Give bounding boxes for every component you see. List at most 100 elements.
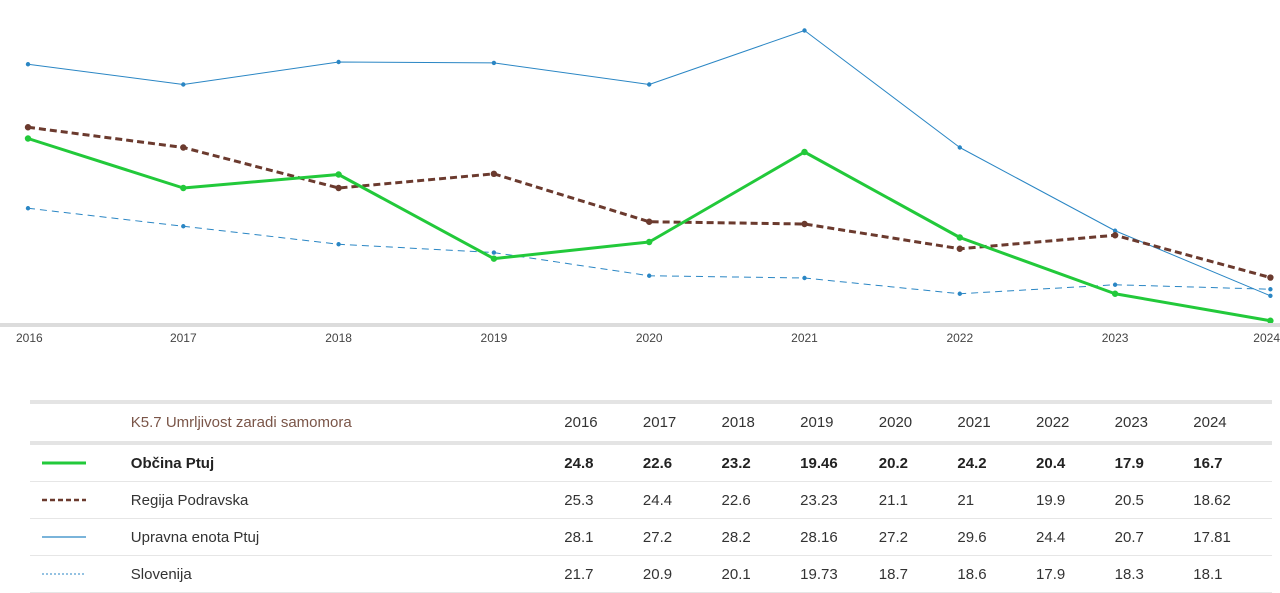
year-header: 2022 bbox=[1036, 414, 1070, 431]
row-value: 27.2 bbox=[878, 528, 908, 546]
data-point-upravna-enota-ptuj[interactable] bbox=[1112, 228, 1118, 233]
data-point-slovenija[interactable] bbox=[1112, 282, 1118, 287]
series-line-upravna-enota-ptuj bbox=[27, 30, 1271, 297]
x-tick-label: 2024 bbox=[1253, 331, 1280, 345]
data-point-upravna-enota-ptuj[interactable] bbox=[647, 82, 652, 87]
data-point-ob-ina-ptuj[interactable] bbox=[180, 184, 187, 192]
row-value: 27.2 bbox=[642, 528, 673, 546]
row-value: 20.2 bbox=[878, 454, 908, 472]
data-point-regija-podravska[interactable] bbox=[956, 245, 963, 252]
data-point-slovenija[interactable] bbox=[181, 224, 186, 229]
row-value: 20.7 bbox=[1114, 528, 1144, 546]
row-value: 21.7 bbox=[564, 565, 594, 583]
data-point-ob-ina-ptuj[interactable] bbox=[801, 148, 808, 156]
series-line-regija-podravska bbox=[27, 125, 1271, 279]
data-point-ob-ina-ptuj[interactable] bbox=[1111, 290, 1119, 297]
data-point-upravna-enota-ptuj[interactable] bbox=[957, 145, 962, 150]
data-point-upravna-enota-ptuj[interactable] bbox=[25, 62, 31, 67]
row-value: 18.3 bbox=[1114, 565, 1144, 583]
data-point-slovenija[interactable] bbox=[25, 206, 31, 211]
x-tick-label: 2023 bbox=[1102, 331, 1129, 345]
row-name: Slovenija bbox=[130, 565, 192, 583]
row-value: 20.1 bbox=[721, 565, 751, 583]
row-value: 23.2 bbox=[721, 454, 751, 472]
data-table: K5.7 Umrljivost zaradi samomora 2016 201… bbox=[30, 400, 1272, 593]
legend-line-sample bbox=[30, 556, 131, 593]
table-row-obcina-ptuj[interactable]: Občina Ptuj 24.8 22.6 23.2 19.46 20.2 24… bbox=[30, 443, 1272, 482]
row-value: 18.6 bbox=[957, 565, 987, 583]
data-point-regija-podravska[interactable] bbox=[24, 124, 32, 131]
data-point-ob-ina-ptuj[interactable] bbox=[1267, 317, 1274, 324]
row-value: 17.9 bbox=[1036, 565, 1066, 583]
data-point-slovenija[interactable] bbox=[802, 275, 807, 281]
data-point-regija-podravska[interactable] bbox=[335, 184, 342, 192]
data-point-upravna-enota-ptuj[interactable] bbox=[802, 28, 807, 33]
data-point-ob-ina-ptuj[interactable] bbox=[24, 135, 32, 142]
data-point-ob-ina-ptuj[interactable] bbox=[490, 255, 498, 262]
row-value: 18.62 bbox=[1193, 491, 1231, 509]
data-point-regija-podravska[interactable] bbox=[801, 220, 808, 228]
row-value: 29.6 bbox=[957, 528, 987, 546]
data-point-regija-podravska[interactable] bbox=[180, 144, 187, 151]
row-value: 21 bbox=[957, 491, 975, 509]
row-value: 24.4 bbox=[1036, 528, 1066, 546]
row-value: 18.7 bbox=[878, 565, 908, 583]
x-tick-label: 2019 bbox=[481, 331, 508, 345]
line-chart: 2016 2017 2018 2019 2020 2021 2022 2023 2024 bbox=[0, 28, 1280, 345]
x-tick-label: 2021 bbox=[791, 331, 818, 345]
row-value: 19.46 bbox=[800, 454, 838, 472]
data-point-upravna-enota-ptuj[interactable] bbox=[336, 59, 341, 65]
data-point-upravna-enota-ptuj[interactable] bbox=[1268, 293, 1273, 298]
row-value: 28.16 bbox=[800, 528, 838, 546]
header-spacer bbox=[30, 402, 131, 443]
data-point-ob-ina-ptuj[interactable] bbox=[646, 238, 653, 246]
data-point-slovenija[interactable] bbox=[491, 250, 497, 255]
row-value: 22.6 bbox=[721, 491, 751, 509]
data-point-ob-ina-ptuj[interactable] bbox=[956, 234, 963, 241]
table-row-upravna-enota-ptuj[interactable]: Upravna enota Ptuj 28.1 27.2 28.2 28.16 … bbox=[30, 519, 1272, 556]
row-name: Regija Podravska bbox=[130, 491, 249, 509]
row-value: 25.3 bbox=[564, 491, 594, 509]
row-value: 19.73 bbox=[800, 565, 838, 583]
data-point-regija-podravska[interactable] bbox=[490, 170, 498, 178]
data-point-ob-ina-ptuj[interactable] bbox=[335, 171, 342, 178]
x-tick-label: 2017 bbox=[170, 331, 197, 345]
year-header: 2023 bbox=[1114, 414, 1149, 431]
row-value: 17.81 bbox=[1193, 528, 1231, 546]
row-name: Upravna enota Ptuj bbox=[130, 528, 260, 546]
row-value: 20.5 bbox=[1114, 491, 1144, 509]
data-point-slovenija[interactable] bbox=[1268, 287, 1273, 292]
data-point-slovenija[interactable] bbox=[647, 273, 652, 278]
table-row-slovenija[interactable]: Slovenija 21.7 20.9 20.1 19.73 18.7 18.6… bbox=[30, 556, 1272, 593]
data-point-slovenija[interactable] bbox=[336, 242, 341, 247]
data-point-regija-podravska[interactable] bbox=[1111, 232, 1119, 239]
data-point-slovenija[interactable] bbox=[957, 291, 962, 296]
series-line-ob-ina-ptuj bbox=[27, 137, 1271, 323]
table-row-regija-podravska[interactable]: Regija Podravska 25.3 24.4 22.6 23.23 21… bbox=[30, 482, 1272, 519]
legend-line-sample bbox=[30, 519, 131, 556]
year-header: 2019 bbox=[800, 414, 834, 431]
year-header: 2017 bbox=[642, 414, 677, 431]
row-value: 24.8 bbox=[564, 454, 594, 472]
data-point-regija-podravska[interactable] bbox=[646, 218, 653, 225]
row-name: Občina Ptuj bbox=[130, 454, 215, 472]
x-tick-label: 2020 bbox=[636, 331, 663, 345]
row-value: 21.1 bbox=[878, 491, 908, 509]
row-value: 18.1 bbox=[1193, 565, 1223, 583]
row-value: 24.4 bbox=[642, 491, 673, 509]
data-point-upravna-enota-ptuj[interactable] bbox=[181, 82, 186, 87]
row-value: 20.9 bbox=[642, 565, 673, 583]
legend-line-sample bbox=[30, 482, 131, 519]
year-header: 2024 bbox=[1193, 414, 1227, 431]
row-value: 24.2 bbox=[957, 454, 987, 472]
row-value: 16.7 bbox=[1193, 454, 1223, 472]
table-header-row: K5.7 Umrljivost zaradi samomora 2016 201… bbox=[30, 402, 1272, 443]
legend-line-sample bbox=[30, 443, 131, 482]
year-header: 2016 bbox=[564, 414, 598, 431]
data-point-regija-podravska[interactable] bbox=[1267, 274, 1274, 281]
year-header: 2021 bbox=[957, 414, 991, 431]
row-value: 17.9 bbox=[1114, 454, 1144, 472]
row-value: 28.1 bbox=[564, 528, 594, 546]
data-point-upravna-enota-ptuj[interactable] bbox=[491, 60, 497, 66]
year-header: 2020 bbox=[878, 414, 913, 431]
